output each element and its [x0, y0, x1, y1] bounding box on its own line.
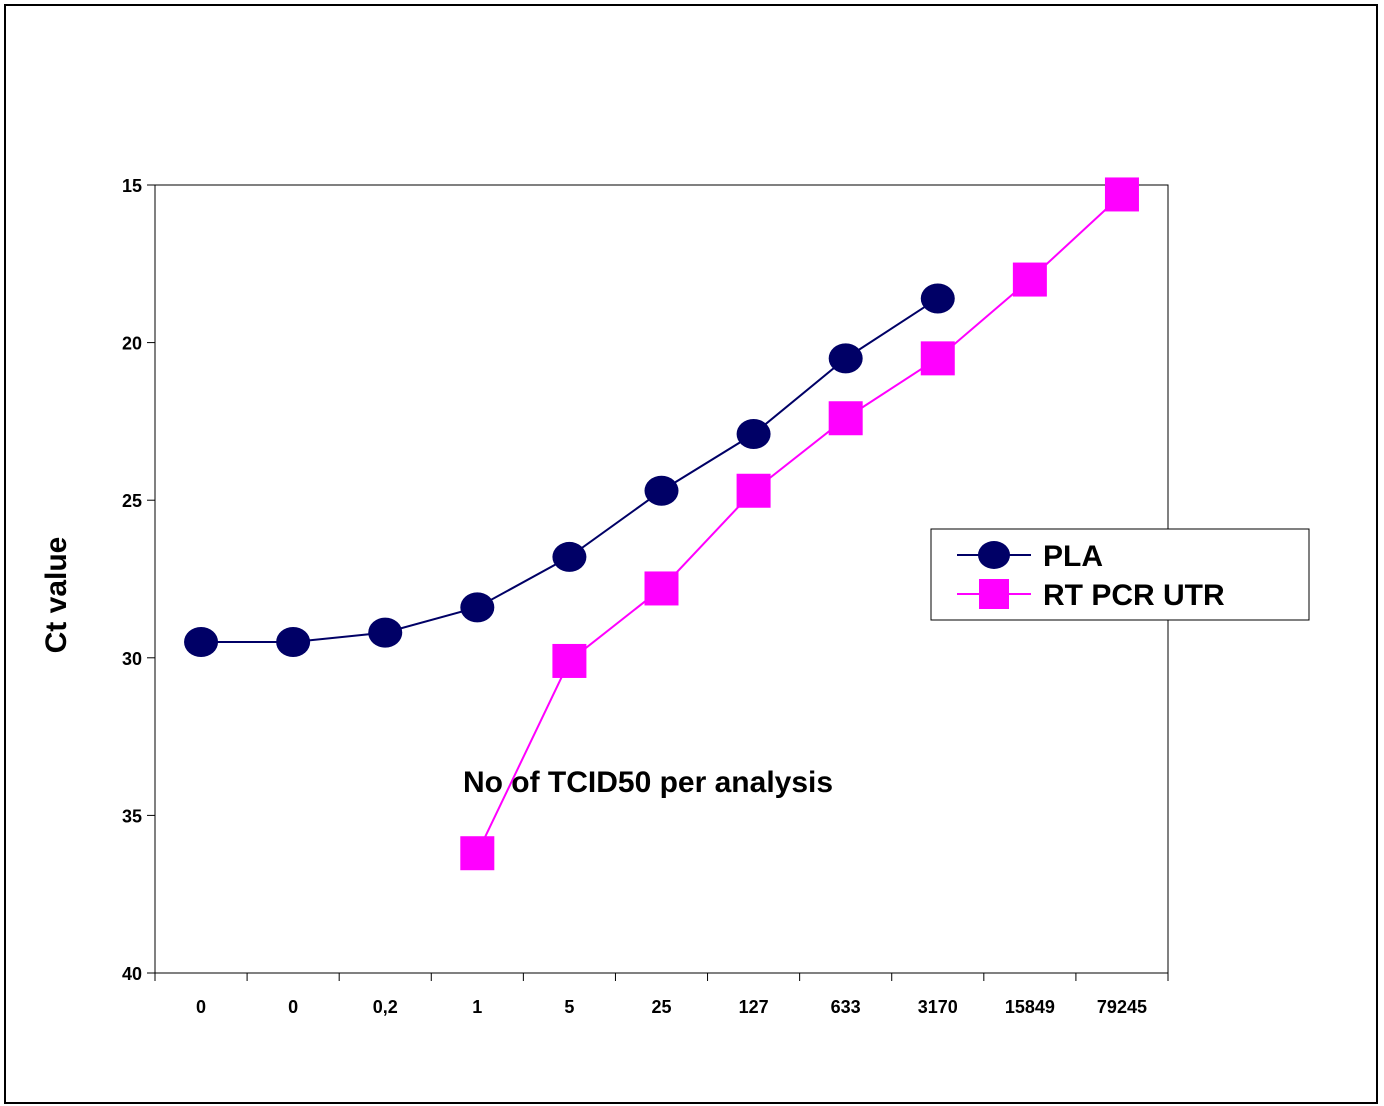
x-tick-label: 0 [288, 997, 298, 1017]
y-tick-label: 30 [122, 649, 142, 669]
x-axis-title: No of TCID50 per analysis [463, 766, 833, 799]
legend-marker-rtpcr [979, 579, 1009, 609]
data-point-pla [920, 283, 955, 314]
x-tick-label: 79245 [1097, 997, 1147, 1017]
data-point-pla [552, 541, 587, 572]
data-point-pla [644, 475, 679, 506]
data-point-pla [736, 419, 771, 450]
legend-marker-pla [978, 541, 1010, 569]
data-point-rt-pcr-utr [920, 341, 955, 376]
y-tick-label: 40 [122, 964, 142, 984]
x-tick-label: 25 [651, 997, 671, 1017]
x-tick-label: 5 [564, 997, 574, 1017]
x-tick-label: 15849 [1005, 997, 1055, 1017]
data-point-rt-pcr-utr [736, 473, 771, 508]
data-point-rt-pcr-utr [644, 571, 679, 606]
x-tick-label: 0 [196, 997, 206, 1017]
data-point-rt-pcr-utr [460, 836, 495, 871]
legend-label-rtpcr: RT PCR UTR [1043, 579, 1225, 612]
data-point-rt-pcr-utr [552, 643, 587, 678]
legend: PLA RT PCR UTR [930, 528, 1310, 621]
data-point-rt-pcr-utr [1012, 262, 1047, 297]
x-tick-label: 127 [739, 997, 769, 1017]
y-tick-label: 35 [122, 806, 142, 826]
x-tick-label: 0,2 [373, 997, 398, 1017]
chart-frame [4, 4, 1378, 1104]
data-point-rt-pcr-utr [1104, 177, 1139, 212]
y-tick-label: 20 [122, 334, 142, 354]
data-point-pla [828, 343, 863, 374]
data-point-pla [368, 617, 403, 648]
x-tick-label: 633 [831, 997, 861, 1017]
data-point-pla [276, 627, 311, 658]
y-tick-label: 25 [122, 491, 142, 511]
x-tick-label: 1 [472, 997, 482, 1017]
data-point-pla [184, 627, 219, 658]
data-point-pla [460, 592, 495, 623]
data-point-rt-pcr-utr [828, 401, 863, 436]
y-tick-label: 15 [122, 176, 142, 196]
legend-label-pla: PLA [1043, 540, 1103, 573]
x-tick-label: 3170 [918, 997, 958, 1017]
y-axis-title: Ct value [40, 537, 73, 654]
